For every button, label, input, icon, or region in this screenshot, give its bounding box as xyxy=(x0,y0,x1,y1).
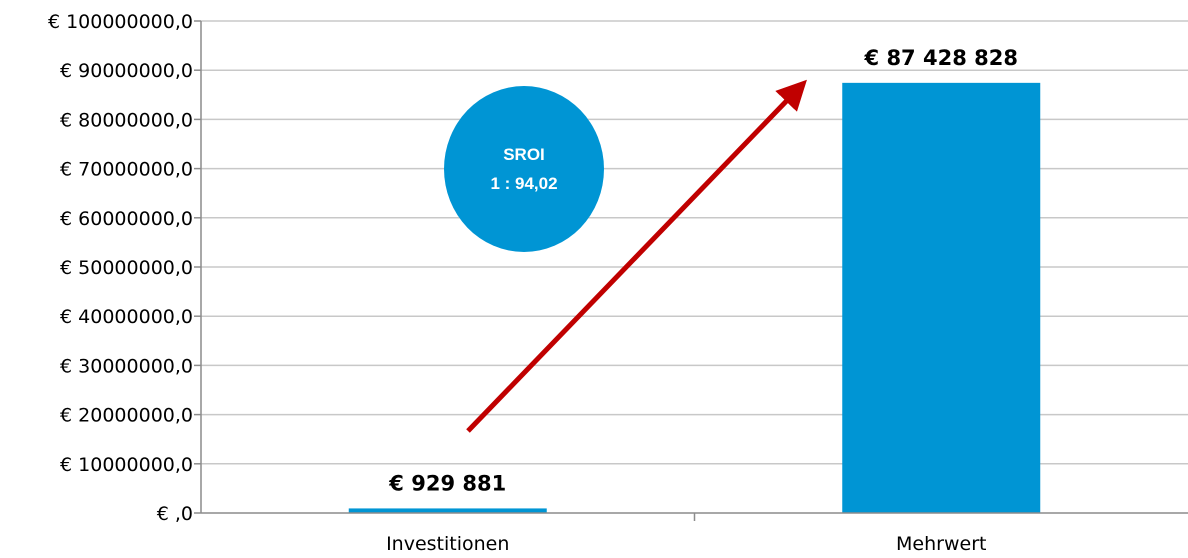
y-tick-label: € 10000000,0 xyxy=(60,454,193,476)
x-category-label: Mehrwert xyxy=(896,533,986,555)
data-label: € 87 428 828 xyxy=(864,46,1018,70)
bar-mehrwert xyxy=(842,82,1041,514)
y-axis-tick-labels: € ,0 € 10000000,0 € 20000000,0 € 30000000,0… xyxy=(48,11,193,525)
y-tick-label: € 30000000,0 xyxy=(60,355,193,377)
sroi-badge: SROI 1 : 94,02 xyxy=(444,86,604,252)
y-tick-label: € 70000000,0 xyxy=(60,159,193,181)
bar-investitionen xyxy=(348,508,547,513)
data-labels: € 929 881 € 87 428 828 xyxy=(388,46,1018,496)
gridlines xyxy=(201,20,1188,465)
y-tick-label: € ,0 xyxy=(157,503,193,525)
y-tick-label: € 100000000,0 xyxy=(48,11,193,33)
x-category-label: Investitionen xyxy=(386,533,509,555)
axes xyxy=(194,20,1188,521)
y-tick-label: € 40000000,0 xyxy=(60,306,193,328)
x-axis-category-labels: Investitionen Mehrwert xyxy=(386,533,986,555)
y-tick-label: € 60000000,0 xyxy=(60,208,193,230)
sroi-title: SROI xyxy=(503,145,545,164)
growth-arrow xyxy=(466,79,807,433)
y-tick-label: € 20000000,0 xyxy=(60,405,193,427)
data-label: € 929 881 xyxy=(388,471,506,495)
y-tick-label: € 80000000,0 xyxy=(60,109,193,131)
sroi-ratio: 1 : 94,02 xyxy=(490,174,557,193)
sroi-ellipse xyxy=(444,86,604,252)
bars xyxy=(348,82,1041,514)
y-tick-label: € 90000000,0 xyxy=(60,60,193,82)
y-tick-label: € 50000000,0 xyxy=(60,257,193,279)
